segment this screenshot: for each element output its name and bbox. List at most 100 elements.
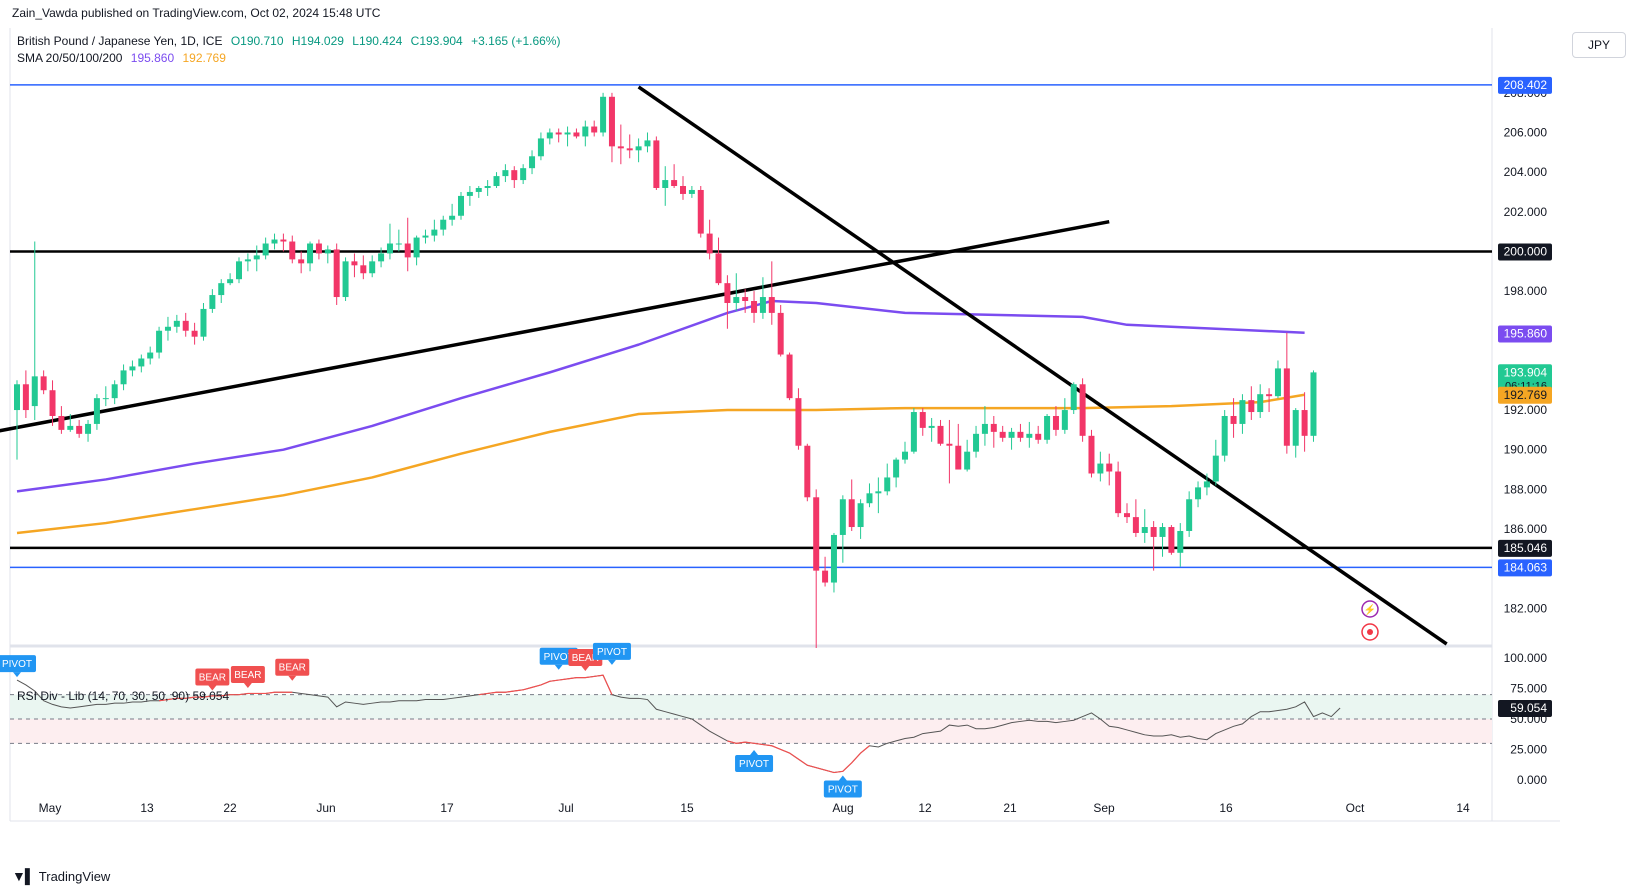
candle-body — [85, 423, 92, 434]
rsi-lower-band — [10, 719, 1492, 744]
time-tick-label: 22 — [223, 801, 237, 815]
candle-body — [120, 370, 127, 385]
candle-body — [413, 237, 420, 258]
candle-body — [1079, 384, 1086, 436]
candle-body — [1008, 431, 1015, 438]
candle-body — [964, 451, 971, 470]
candle-body — [484, 186, 491, 188]
pivot-label-text: PIVOT — [597, 647, 627, 658]
candle-body — [848, 499, 855, 528]
rsi-tick-label: 100.000 — [1504, 651, 1548, 665]
candle-body — [200, 308, 207, 337]
candle-body — [688, 189, 695, 194]
candle-body — [351, 261, 358, 266]
candle-body — [14, 384, 20, 411]
candle-body — [902, 451, 908, 460]
candle-body — [156, 330, 163, 353]
candle-body — [129, 366, 136, 371]
candle-body — [520, 168, 527, 181]
candle-body — [67, 425, 74, 430]
price-tag-0-text: 195.860 — [1504, 327, 1548, 341]
candle-body — [786, 354, 793, 399]
candle-body — [893, 459, 900, 478]
candle-body — [236, 261, 242, 280]
pivot-label — [735, 754, 774, 772]
trendline-0 — [0, 219, 1110, 433]
candle-body — [822, 570, 829, 583]
label-pointer — [243, 683, 252, 689]
time-tick-label: 12 — [918, 801, 932, 815]
price-tick-label: 204.000 — [1504, 165, 1548, 179]
candle-body — [999, 431, 1006, 438]
candle-body — [813, 497, 820, 571]
ohlc-high: H194.029 — [291, 34, 344, 48]
candle-body — [333, 249, 340, 298]
price-tag-1-text: 193.904 — [1504, 365, 1548, 379]
rsi-legend[interactable]: RSI Div - Lib (14, 70, 30, 50, 90) 59.05… — [17, 689, 229, 703]
candle-body — [653, 140, 660, 188]
ohlc-open: O190.710 — [230, 34, 284, 48]
time-tick-label: Sep — [1093, 801, 1115, 815]
rsi-divergence-segment-2 — [727, 740, 870, 774]
ohlc-change: +3.165 (+1.66%) — [471, 34, 561, 48]
symbol-legend: British Pound / Japanese Yen, 1D, ICE O1… — [17, 34, 565, 48]
candle-body — [1115, 471, 1122, 514]
pivot-label — [592, 642, 631, 660]
sma-line-purple — [16, 299, 1305, 493]
candle-body — [431, 229, 438, 236]
candle-body — [40, 376, 47, 391]
candle-body — [262, 243, 269, 256]
candle-body — [511, 170, 518, 181]
rsi-value: 59.054 — [192, 689, 230, 703]
candle-body — [990, 423, 997, 432]
candle-body — [298, 259, 305, 264]
price-tick-label: 208.000 — [1504, 86, 1548, 100]
candle-body — [910, 412, 917, 452]
candle-body — [218, 283, 225, 296]
candle-body — [1106, 463, 1113, 472]
candle-body — [93, 398, 100, 424]
candle-body — [22, 384, 29, 411]
candle-body — [529, 156, 536, 169]
candle-body — [662, 180, 669, 188]
sma-value-orange: 192.769 — [182, 51, 226, 65]
symbol-name[interactable]: British Pound / Japanese Yen, 1D, ICE — [17, 34, 223, 48]
candle-body — [1212, 455, 1219, 482]
time-tick-label: 13 — [140, 801, 154, 815]
candle-body — [289, 241, 296, 260]
candle-body — [1035, 433, 1042, 440]
candle-body — [830, 534, 837, 583]
candle-body — [680, 186, 686, 194]
candle-body — [111, 384, 118, 399]
tradingview-brand[interactable]: ▼▌ TradingView — [12, 868, 110, 884]
label-pointer — [838, 775, 847, 781]
ohlc-low: L190.424 — [352, 34, 403, 48]
candle-body — [324, 249, 331, 254]
candle-body — [671, 180, 678, 187]
currency-selector[interactable]: JPY — [1572, 32, 1626, 58]
candle-body — [138, 358, 145, 367]
candle-body — [1257, 394, 1264, 413]
label-pointer — [554, 664, 563, 670]
candle-body — [1124, 513, 1130, 518]
candle-body — [102, 398, 109, 400]
price-tick-label: 192.000 — [1504, 403, 1548, 417]
pivot-label — [539, 647, 578, 665]
candle-body — [449, 215, 456, 220]
price-tick-label: 202.000 — [1504, 205, 1548, 219]
level-tag-1-bg — [1498, 243, 1552, 261]
candle-body — [591, 126, 598, 133]
candle-body — [546, 132, 553, 139]
ohlc-close: C193.904 — [410, 34, 463, 48]
tradingview-logo-icon: ▼▌ — [12, 868, 35, 884]
time-tick-label: Jun — [316, 801, 335, 815]
candle-body — [644, 140, 651, 147]
price-tick-label: 196.000 — [1504, 324, 1548, 338]
candle-body — [582, 126, 589, 137]
label-pointer — [607, 659, 616, 665]
sma-legend[interactable]: SMA 20/50/100/200 195.860 192.769 — [17, 51, 231, 65]
candle-body — [1239, 400, 1246, 424]
pivot-label-text: PIVOT — [828, 785, 858, 796]
candle-body — [315, 243, 322, 254]
